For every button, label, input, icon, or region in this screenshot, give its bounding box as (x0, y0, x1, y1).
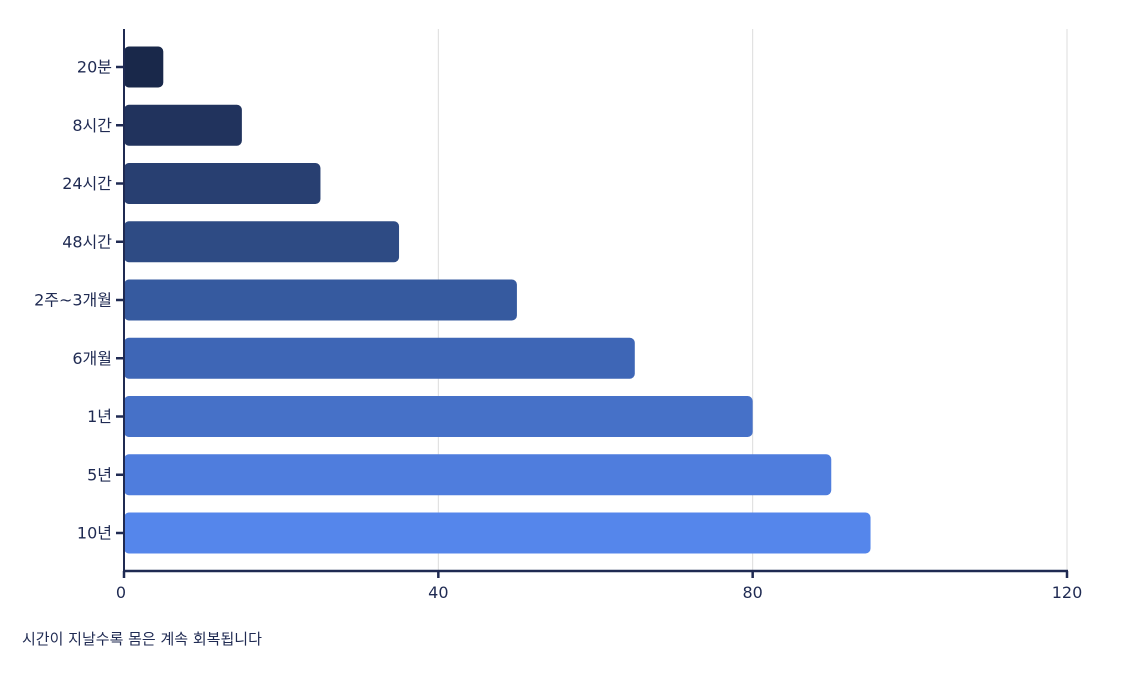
x-axis-ticks: 0 40 80 120 (116, 571, 1082, 602)
bar (124, 221, 400, 263)
bar (124, 104, 242, 146)
y-tick-label: 10년 (77, 524, 112, 543)
y-tick-label: 2주~3개월 (34, 291, 112, 310)
bar (124, 337, 635, 379)
y-tick-label: 8시간 (72, 116, 112, 135)
bar (124, 279, 517, 321)
y-axis-ticks: 20분 8시간 24시간 48시간 2주~3개월 6개월 1년 5년 10년 (34, 58, 124, 543)
y-tick-label: 48시간 (62, 232, 112, 251)
bar (124, 46, 164, 88)
y-tick-label: 6개월 (72, 349, 112, 368)
x-tick-label: 40 (428, 583, 448, 602)
y-tick-label: 5년 (87, 465, 112, 484)
y-tick-label: 24시간 (62, 174, 112, 193)
y-tick-label: 1년 (87, 407, 112, 426)
bars (124, 46, 871, 554)
bar (124, 396, 753, 437)
x-tick-label: 0 (116, 583, 126, 602)
bar (124, 163, 321, 204)
bar (124, 454, 832, 496)
y-tick-label: 20분 (77, 58, 112, 77)
chart-caption: 시간이 지날수록 몸은 계속 회복됩니다 (22, 630, 262, 648)
x-tick-label: 80 (742, 583, 762, 602)
bar (124, 512, 871, 554)
x-tick-label: 120 (1052, 583, 1083, 602)
